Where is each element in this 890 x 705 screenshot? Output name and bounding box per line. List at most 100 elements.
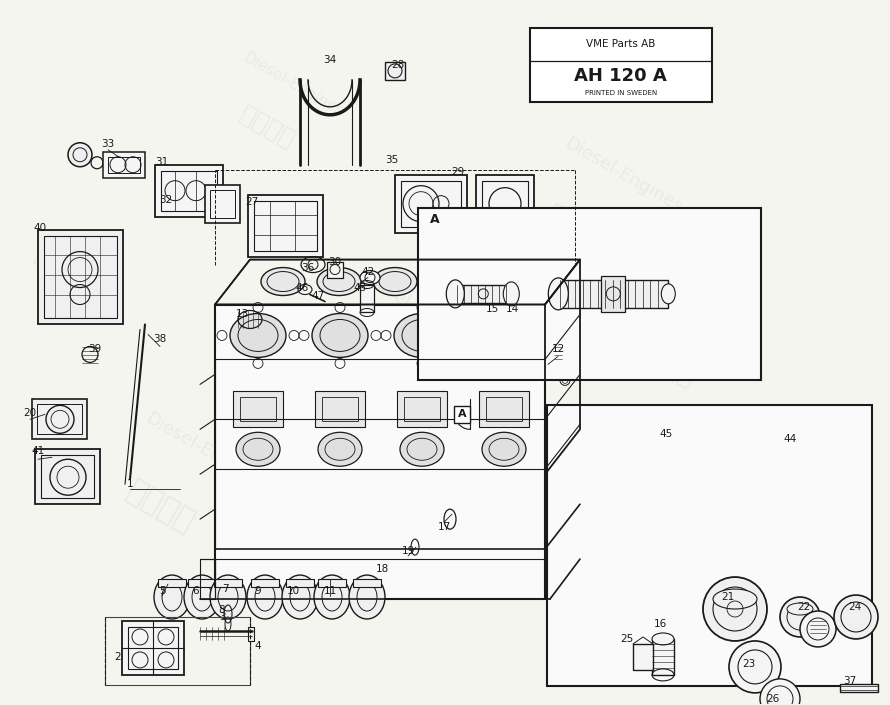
Ellipse shape [184,575,220,619]
Bar [840,684,878,692]
Text: Diesel-Engines: Diesel-Engines [561,135,685,217]
Text: 19: 19 [401,546,415,556]
Bar [251,579,279,587]
Text: 43: 43 [353,283,367,293]
Bar [395,175,467,233]
Ellipse shape [349,575,385,619]
Bar [486,398,522,422]
Bar [103,152,145,178]
Text: 46: 46 [295,283,309,293]
Bar [233,391,283,427]
Text: 12: 12 [552,345,564,355]
Text: 35: 35 [385,154,399,165]
Ellipse shape [154,575,190,619]
Text: VME Parts AB: VME Parts AB [587,39,655,49]
Ellipse shape [787,603,813,615]
Text: 紫发动力: 紫发动力 [335,335,413,397]
Ellipse shape [282,575,318,619]
Text: 32: 32 [159,195,173,204]
Ellipse shape [314,575,350,619]
Text: 37: 37 [844,676,857,686]
Bar [327,262,343,278]
Text: 6: 6 [193,586,199,596]
Bar [456,285,511,303]
Text: 18: 18 [376,564,389,574]
Circle shape [729,641,781,693]
Bar [44,235,117,319]
Bar [155,165,223,216]
Circle shape [703,577,767,641]
Text: 紫发动力: 紫发动力 [121,476,199,538]
Bar [32,399,87,439]
Text: 4: 4 [255,641,262,651]
Bar [482,180,528,226]
Bar [254,201,317,250]
Text: A: A [457,410,466,419]
Circle shape [68,143,92,166]
Bar [840,686,878,690]
Circle shape [834,595,878,639]
Text: 15: 15 [485,305,498,314]
Bar [248,627,254,641]
Text: PRINTED IN SWEDEN: PRINTED IN SWEDEN [585,90,657,96]
Text: 33: 33 [101,139,115,149]
Ellipse shape [312,314,368,357]
Bar [215,305,545,599]
Text: 11: 11 [323,586,336,596]
Text: 40: 40 [34,223,46,233]
Bar [128,627,178,669]
Bar [530,28,712,102]
Bar [652,639,674,675]
Bar [286,579,314,587]
Bar [158,579,186,587]
Ellipse shape [210,575,246,619]
Bar [318,579,346,587]
Text: 17: 17 [437,522,450,532]
Bar [602,276,626,312]
Ellipse shape [400,432,444,466]
Ellipse shape [373,268,417,295]
Text: 10: 10 [287,586,300,596]
Bar [214,579,242,587]
Circle shape [500,314,516,331]
Bar [38,230,123,324]
Text: 1: 1 [126,479,134,489]
Bar [122,621,184,675]
Bar [315,391,365,427]
Bar [41,455,94,498]
Text: 22: 22 [797,602,811,612]
Text: 20: 20 [23,408,36,418]
Circle shape [478,309,498,329]
Bar [37,405,82,434]
Text: 2: 2 [115,652,121,662]
Text: 16: 16 [653,619,667,629]
Bar [401,180,461,226]
Bar [161,171,217,211]
Text: 13: 13 [235,309,248,319]
Bar [360,285,374,312]
Text: 47: 47 [312,290,325,300]
Ellipse shape [230,314,286,357]
Ellipse shape [317,268,361,295]
Bar [35,449,100,504]
Bar [479,391,529,427]
Circle shape [800,611,836,647]
Text: 紫发动力: 紫发动力 [235,102,299,152]
Ellipse shape [360,271,380,285]
Text: 21: 21 [722,592,734,602]
Text: 24: 24 [848,602,862,612]
Text: 3: 3 [219,612,225,622]
Text: 5: 5 [158,586,166,596]
Text: 31: 31 [156,157,168,167]
Text: Diesel-Engines: Diesel-Engines [142,410,267,491]
Bar [397,391,447,427]
Circle shape [46,405,74,434]
Text: 44: 44 [783,434,797,444]
Bar [240,398,276,422]
Bar [188,579,216,587]
Bar [210,190,235,218]
Text: Diesel-Engines: Diesel-Engines [356,269,481,351]
Ellipse shape [261,268,305,295]
Ellipse shape [713,589,757,609]
Bar [547,405,872,686]
